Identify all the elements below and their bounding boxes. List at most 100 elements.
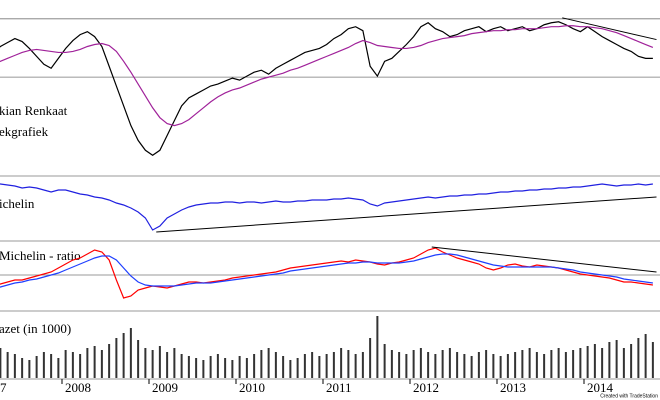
x-tick-label: 2012 bbox=[413, 380, 439, 395]
volume-bar bbox=[42, 352, 45, 378]
volume-bar bbox=[144, 348, 147, 378]
panel-label: azet (in 1000) bbox=[0, 321, 71, 336]
volume-bar bbox=[398, 352, 401, 378]
volume-bar bbox=[376, 316, 379, 378]
volume-bar bbox=[238, 356, 241, 378]
x-tick-label: 2008 bbox=[65, 380, 91, 395]
panel-label: ichelin bbox=[0, 196, 35, 211]
volume-bar bbox=[564, 352, 567, 378]
series-line bbox=[0, 183, 653, 231]
volume-bar bbox=[253, 354, 256, 378]
volume-bar bbox=[644, 334, 647, 378]
volume-bar bbox=[100, 350, 103, 378]
volume-bar bbox=[35, 356, 38, 378]
volume-bar bbox=[282, 356, 285, 378]
volume-bar bbox=[122, 333, 125, 378]
volume-bar bbox=[180, 354, 183, 378]
volume-bar bbox=[0, 348, 2, 378]
volume-bar bbox=[57, 358, 60, 378]
volume-bar bbox=[477, 352, 480, 378]
volume-bar bbox=[64, 350, 67, 378]
volume-bar bbox=[535, 352, 538, 378]
x-tick-label: 2013 bbox=[500, 380, 526, 395]
volume-bar bbox=[412, 350, 415, 378]
volume-bar bbox=[318, 356, 321, 378]
volume-bar bbox=[137, 340, 140, 378]
volume-bar bbox=[463, 354, 466, 378]
volume-bar bbox=[550, 350, 553, 378]
volume-bar bbox=[231, 360, 234, 378]
volume-bar bbox=[557, 348, 560, 378]
volume-bar bbox=[622, 348, 625, 378]
volume-bar bbox=[506, 354, 509, 378]
volume-bar bbox=[173, 348, 176, 378]
volume-bar bbox=[608, 342, 611, 378]
volume-bar bbox=[129, 328, 132, 378]
volume-bar bbox=[514, 352, 517, 378]
volume-bar bbox=[115, 338, 118, 378]
volume-bar bbox=[311, 352, 314, 378]
volume-bar bbox=[448, 348, 451, 378]
x-tick-label: 2010 bbox=[239, 380, 265, 395]
volume-bar bbox=[572, 350, 575, 378]
x-tick-label: 7 bbox=[0, 380, 7, 395]
volume-bar bbox=[166, 352, 169, 378]
volume-bar bbox=[332, 352, 335, 378]
volume-bar bbox=[274, 352, 277, 378]
volume-bar bbox=[361, 352, 364, 378]
volume-bar bbox=[224, 358, 227, 378]
volume-bar bbox=[6, 352, 9, 378]
volume-bar bbox=[427, 352, 430, 378]
x-tick-label: 2009 bbox=[152, 380, 178, 395]
volume-bar bbox=[325, 354, 328, 378]
volume-bar bbox=[108, 344, 111, 378]
volume-bar bbox=[593, 344, 596, 378]
volume-bar bbox=[187, 356, 190, 378]
volume-bar bbox=[369, 338, 372, 378]
volume-bar bbox=[405, 354, 408, 378]
volume-bar bbox=[579, 348, 582, 378]
trend-line bbox=[156, 196, 657, 233]
volume-bar bbox=[441, 350, 444, 378]
volume-bar bbox=[50, 354, 53, 378]
volume-bar bbox=[158, 346, 161, 378]
volume-bar bbox=[303, 354, 306, 378]
trend-line bbox=[431, 246, 657, 273]
volume-bar bbox=[470, 356, 473, 378]
volume-bar bbox=[637, 338, 640, 378]
volume-bar bbox=[521, 350, 524, 378]
volume-bar bbox=[202, 360, 205, 378]
x-tick-label: 2014 bbox=[587, 380, 614, 395]
credit: Created with TradeStation bbox=[600, 393, 658, 399]
volume-bar bbox=[390, 350, 393, 378]
volume-bar bbox=[419, 348, 422, 378]
volume-bar bbox=[630, 344, 633, 378]
volume-bar bbox=[601, 348, 604, 378]
volume-bar bbox=[528, 348, 531, 378]
volume-bar bbox=[296, 358, 299, 378]
volume-bar bbox=[383, 344, 386, 378]
volume-bar bbox=[195, 358, 198, 378]
series-line bbox=[0, 21, 653, 156]
trend-line bbox=[562, 17, 657, 41]
volume-bar bbox=[28, 360, 31, 378]
x-tick-label: 2011 bbox=[326, 380, 352, 395]
volume-bar bbox=[245, 358, 248, 378]
volume-bar bbox=[86, 348, 89, 378]
series-line bbox=[0, 253, 653, 288]
volume-bar bbox=[151, 350, 154, 378]
volume-bar bbox=[434, 354, 437, 378]
volume-bar bbox=[216, 354, 219, 378]
volume-bar bbox=[347, 350, 350, 378]
volume-bar bbox=[289, 360, 292, 378]
volume-bar bbox=[499, 356, 502, 378]
panel-label: Michelin - ratio bbox=[0, 248, 81, 263]
series-line bbox=[0, 25, 654, 127]
volume-bar bbox=[209, 356, 212, 378]
panel-label: ekgrafiek bbox=[0, 124, 49, 139]
volume-bar bbox=[260, 350, 263, 378]
volume-bar bbox=[13, 354, 16, 378]
volume-bar bbox=[586, 346, 589, 378]
volume-bar bbox=[267, 348, 270, 378]
